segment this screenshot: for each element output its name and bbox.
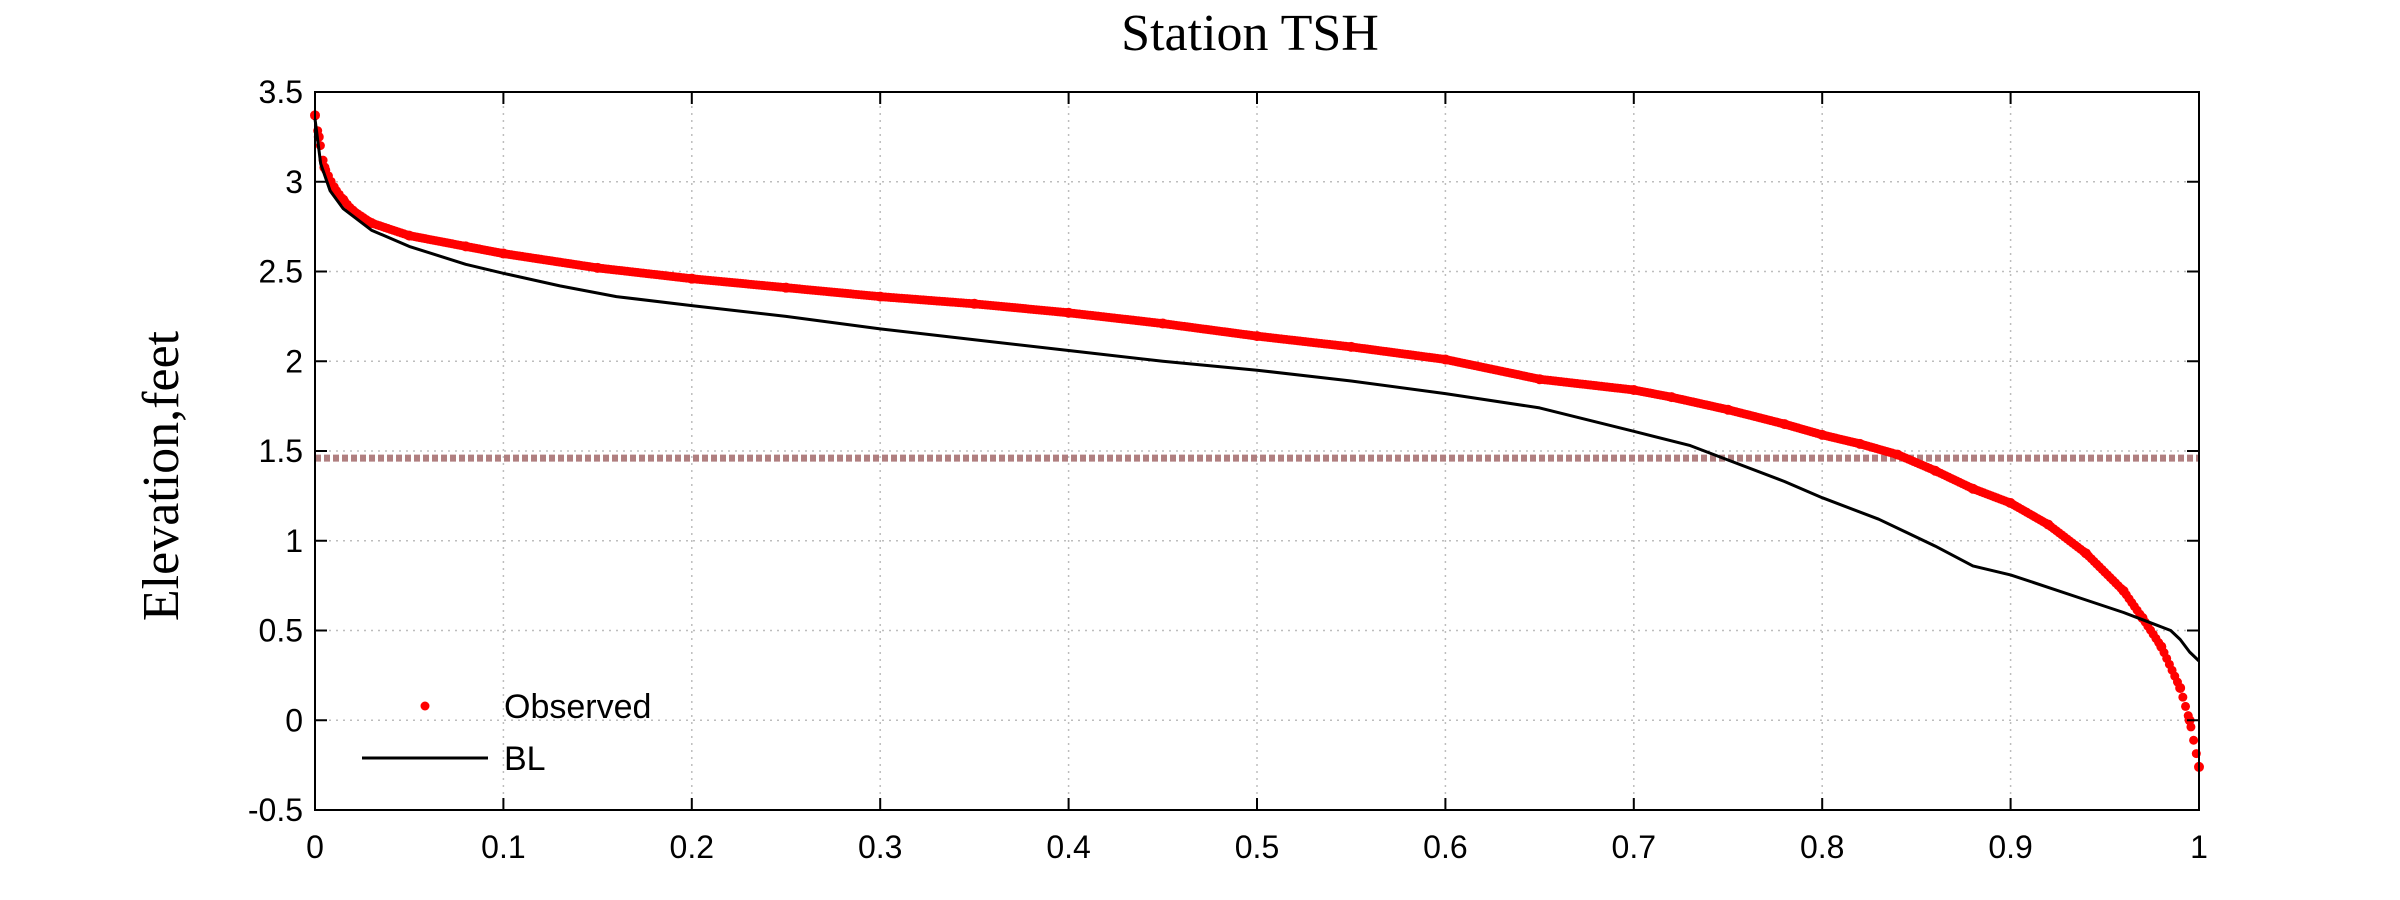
y-tick-label: 0 [285,702,303,738]
series-line-bl [313,118,2201,663]
series-layer [310,110,2204,772]
chart-title: Station TSH [1121,5,1379,62]
x-tick-label: 0.7 [1612,829,1656,865]
x-tick-label: 0.8 [1800,829,1844,865]
legend-observed-label: Observed [504,688,651,726]
observed-dot [2178,692,2188,702]
x-tick-label: 0.6 [1423,829,1467,865]
series-observed [310,110,2204,772]
x-tick-label: 0.3 [858,829,902,865]
y-tick-label: 1.5 [259,433,303,469]
y-tick-label: 2.5 [259,254,303,290]
y-tick-label: 1 [285,523,303,559]
legend-observed-marker [420,701,430,711]
observed-dot [2186,722,2196,732]
y-tick-label: 0.5 [259,613,303,649]
legend-bl-label: BL [504,740,546,778]
observed-dot [2183,711,2193,721]
x-tick-label: 1 [2190,829,2208,865]
x-tick-label: 0.1 [481,829,525,865]
y-axis-label: Elevation,feet [133,330,190,621]
x-tick-label: 0.9 [1988,829,2032,865]
x-tick-label: 0.4 [1046,829,1090,865]
x-tick-label: 0 [306,829,324,865]
tick-layer: 0 0.1 0.2 0.3 0.4 0.5 0.6 0.7 0.8 0.9 1-0.500.511.… [248,74,2208,865]
y-tick-label: -0.5 [248,792,303,828]
x-tick-label: 0.5 [1235,829,1279,865]
observed-dot [2189,735,2199,745]
grid-layer [315,92,2199,810]
y-tick-label: 2 [285,343,303,379]
observed-dot [2175,683,2185,693]
legend: Observed BL [362,688,651,778]
y-tick-label: 3.5 [259,74,303,110]
observed-dot [2181,701,2191,711]
x-tick-label: 0.2 [670,829,714,865]
y-tick-label: 3 [285,164,303,200]
